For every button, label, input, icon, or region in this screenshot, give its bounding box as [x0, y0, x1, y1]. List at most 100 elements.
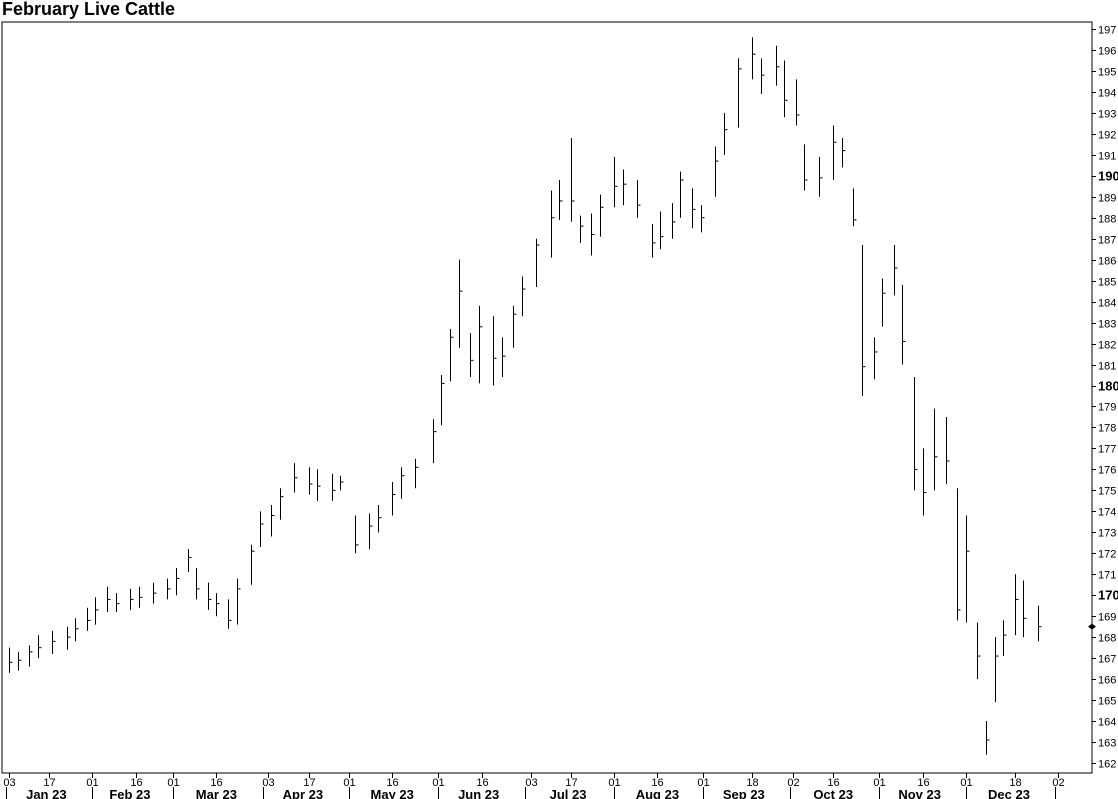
ohlc-bar [176, 567, 180, 596]
x-day-label: 02 [1052, 777, 1064, 789]
ohlc-bar [139, 586, 143, 608]
ohlc-bar [280, 488, 284, 520]
x-day-label: 01 [432, 777, 444, 789]
ohlc-bar [401, 467, 405, 499]
ohlc-bar [882, 278, 886, 327]
y-tick-label: 169 [1098, 612, 1116, 624]
ohlc-bar [208, 582, 212, 610]
ohlc-bar [18, 651, 22, 671]
y-tick-label: 187 [1098, 235, 1116, 247]
y-tick-label: 183 [1098, 319, 1116, 331]
ohlc-bar [804, 144, 808, 191]
ohlc-bar [842, 138, 846, 168]
ohlc-bar [196, 567, 200, 600]
ohlc-bar [75, 618, 79, 642]
y-tick-label: 194 [1098, 88, 1116, 100]
x-day-label: 01 [86, 777, 98, 789]
ohlc-bar [309, 467, 313, 495]
x-day-label: 02 [787, 777, 799, 789]
ohlc-bar [902, 284, 906, 365]
x-month-label: Feb 23 [109, 787, 150, 799]
ohlc-bar [672, 203, 676, 239]
y-tick-label: 172 [1098, 549, 1116, 561]
x-month-label: May 23 [371, 787, 414, 799]
ohlc-bar [355, 515, 359, 554]
x-day-label: 01 [697, 777, 709, 789]
y-tick-label: 177 [1098, 444, 1116, 456]
ohlc-bar [317, 469, 321, 501]
y-tick-label: 162 [1098, 759, 1116, 771]
y-tick-label: 174 [1098, 507, 1116, 519]
ohlc-bar [784, 60, 788, 118]
x-axis: 03 17 01 16 01 16 03 17 01 16 01 16 03 17 01 16 01 18 02 16… [3, 773, 1065, 799]
x-day-label: 18 [1009, 777, 1021, 789]
ohlc-bar [796, 79, 800, 126]
x-day-label: 01 [873, 777, 885, 789]
x-day-label: 16 [476, 777, 488, 789]
ohlc-bar [819, 156, 823, 197]
ohlc-bar [441, 375, 445, 426]
ohlc-bar [966, 515, 970, 623]
x-month-label: Nov 23 [898, 787, 941, 799]
last-price-marker [1088, 623, 1096, 630]
ohlc-bar [228, 599, 232, 629]
x-day-label: 16 [386, 777, 398, 789]
y-tick-label: 176 [1098, 465, 1116, 477]
ohlc-bar [340, 475, 344, 491]
x-month-label: Jan 23 [26, 787, 66, 799]
x-month-label: Aug 23 [636, 787, 679, 799]
ohlc-bar [479, 305, 483, 384]
y-tick-label: 165 [1098, 696, 1116, 708]
x-day-label: 16 [651, 777, 663, 789]
y-tick-label: 195 [1098, 67, 1116, 79]
x-month-label: Jul 23 [550, 787, 587, 799]
ohlc-bar [415, 458, 419, 489]
x-month-label: Oct 23 [813, 787, 853, 799]
ohlc-bar [614, 156, 618, 208]
plot-border [1, 21, 1093, 774]
x-month-label: Sep 23 [723, 787, 765, 799]
x-day-label: 17 [565, 777, 577, 789]
y-tick-label: 186 [1098, 256, 1116, 268]
y-tick-label: 180 [1098, 379, 1118, 394]
ohlc-bar [752, 37, 756, 80]
ohlc-bar [571, 138, 575, 222]
ohlc-bar [87, 607, 91, 631]
y-tick-label: 197 [1098, 25, 1116, 37]
ohlc-bar [995, 637, 999, 703]
ohlc-bar [580, 215, 584, 243]
x-month-label: Jun 23 [458, 787, 499, 799]
x-day-label: 01 [608, 777, 620, 789]
x-day-label: 17 [43, 777, 55, 789]
x-day-label: 16 [827, 777, 839, 789]
ohlc-bar [433, 419, 437, 464]
ohlc-bar [652, 224, 656, 258]
ohlc-bar [130, 588, 134, 610]
x-month-label: Apr 23 [283, 787, 323, 799]
y-tick-label: 193 [1098, 109, 1116, 121]
ohlc-bar [680, 171, 684, 218]
ohlc-bar [470, 333, 474, 378]
ohlc-bar [536, 238, 540, 287]
ohlc-bar [332, 473, 336, 501]
y-axis: 162 163 164 165 166 167 168 169 170 171 172 173 174 1… [1088, 25, 1118, 771]
y-tick-label: 178 [1098, 423, 1116, 435]
ohlc-bar [833, 125, 837, 180]
y-tick-label: 189 [1098, 193, 1116, 205]
ohlc-bar [38, 635, 42, 659]
x-day-label: 03 [3, 777, 15, 789]
ohlc-bar [715, 146, 719, 197]
ohlc-bar [216, 593, 220, 617]
x-day-label: 03 [525, 777, 537, 789]
chart-title: February Live Cattle [2, 0, 176, 19]
y-tick-label: 192 [1098, 130, 1116, 142]
x-day-label: 18 [746, 777, 758, 789]
ohlc-bar [1038, 605, 1042, 642]
y-tick-label: 179 [1098, 402, 1116, 414]
ohlc-bar [116, 593, 120, 613]
y-tick-label: 185 [1098, 277, 1116, 289]
ohlc-bar [294, 463, 298, 493]
ohlc-bar [52, 630, 56, 654]
ohlc-bar [522, 276, 526, 317]
ohlc-bar [450, 328, 454, 382]
